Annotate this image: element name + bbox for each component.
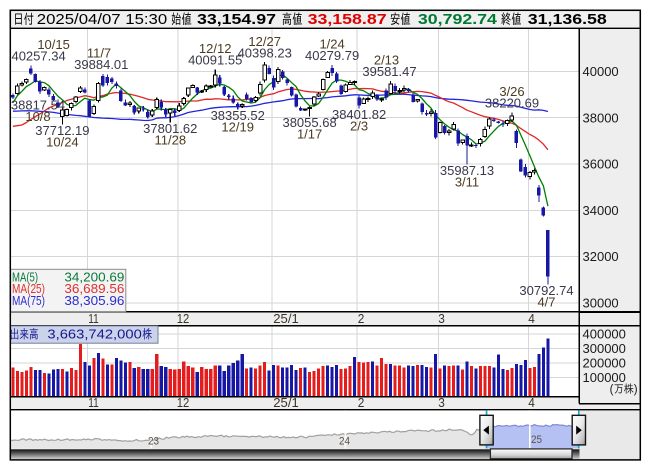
svg-text:25: 25 [531,434,542,446]
svg-text:38220.69: 38220.69 [485,96,539,111]
svg-text:32000: 32000 [583,249,619,264]
svg-text:24: 24 [339,435,350,447]
svg-text:12: 12 [177,395,190,410]
svg-text:36,689.56: 36,689.56 [64,282,124,296]
svg-text:38,305.96: 38,305.96 [64,294,124,308]
svg-text:37801.62: 37801.62 [143,121,197,136]
svg-text:11/28: 11/28 [155,132,187,147]
svg-text:25/1: 25/1 [273,395,299,410]
svg-text:38401.82: 38401.82 [332,107,386,122]
svg-text:11: 11 [88,311,99,326]
svg-text:11: 11 [88,395,99,410]
svg-text:2025/04/07 15:30: 2025/04/07 15:30 [37,12,167,28]
svg-text:34000: 34000 [583,203,619,218]
svg-text:31,136.58: 31,136.58 [528,12,607,28]
svg-text:12/12: 12/12 [199,41,232,56]
svg-text:40279.79: 40279.79 [305,48,359,63]
svg-text:10/15: 10/15 [37,37,70,52]
svg-text:400000: 400000 [583,326,626,341]
svg-text:4: 4 [528,395,535,410]
svg-text:100000: 100000 [583,370,626,385]
svg-text:300000: 300000 [583,341,626,356]
svg-text:4/7: 4/7 [537,295,555,310]
svg-text:12: 12 [177,311,190,326]
svg-text:30000: 30000 [583,296,619,311]
svg-text:39884.01: 39884.01 [74,57,128,72]
svg-text:3,663,742,000: 3,663,742,000 [47,327,141,342]
svg-text:33,158.87: 33,158.87 [308,12,387,28]
svg-text:38355.52: 38355.52 [211,108,265,123]
svg-text:MA(5): MA(5) [12,270,38,284]
svg-text:200000: 200000 [583,356,626,371]
svg-text:36000: 36000 [583,157,619,172]
svg-text:2/13: 2/13 [374,53,399,68]
svg-text:40091.55: 40091.55 [188,52,242,67]
svg-text:34,200.69: 34,200.69 [64,270,124,284]
svg-text:11/7: 11/7 [87,46,111,61]
svg-text:37712.19: 37712.19 [35,123,89,138]
svg-text:MA(25): MA(25) [12,282,45,296]
svg-text:2/3: 2/3 [350,119,368,134]
svg-text:39581.47: 39581.47 [362,64,416,79]
svg-text:2: 2 [358,395,365,410]
svg-text:12/19: 12/19 [221,120,254,135]
svg-text:12/27: 12/27 [248,34,281,49]
svg-text:3/26: 3/26 [499,84,524,99]
svg-text:10/24: 10/24 [46,135,79,150]
svg-text:2: 2 [358,311,365,326]
svg-text:23: 23 [148,435,159,447]
svg-text:4: 4 [528,311,535,326]
svg-text:30792.74: 30792.74 [519,283,573,298]
svg-text:25/1: 25/1 [273,311,299,326]
svg-text:38000: 38000 [583,110,619,125]
svg-text:35987.13: 35987.13 [440,163,494,178]
svg-text:33,154.97: 33,154.97 [197,12,276,28]
svg-text:3: 3 [438,311,445,326]
svg-text:): ) [634,384,638,396]
svg-text:1/24: 1/24 [319,37,344,52]
svg-text:3/11: 3/11 [455,174,479,189]
svg-text:38055.68: 38055.68 [282,115,336,130]
svg-text:10/8: 10/8 [25,109,50,124]
svg-text:40398.23: 40398.23 [238,45,292,60]
svg-text:MA(75): MA(75) [12,294,45,308]
svg-text:30,792.74: 30,792.74 [418,12,497,28]
svg-text:1/17: 1/17 [297,127,322,142]
svg-text:(: ( [610,384,614,396]
svg-text:40000: 40000 [583,64,619,79]
svg-text:38817.54: 38817.54 [11,97,65,112]
svg-text:40257.34: 40257.34 [11,49,65,64]
svg-text:3: 3 [438,395,445,410]
